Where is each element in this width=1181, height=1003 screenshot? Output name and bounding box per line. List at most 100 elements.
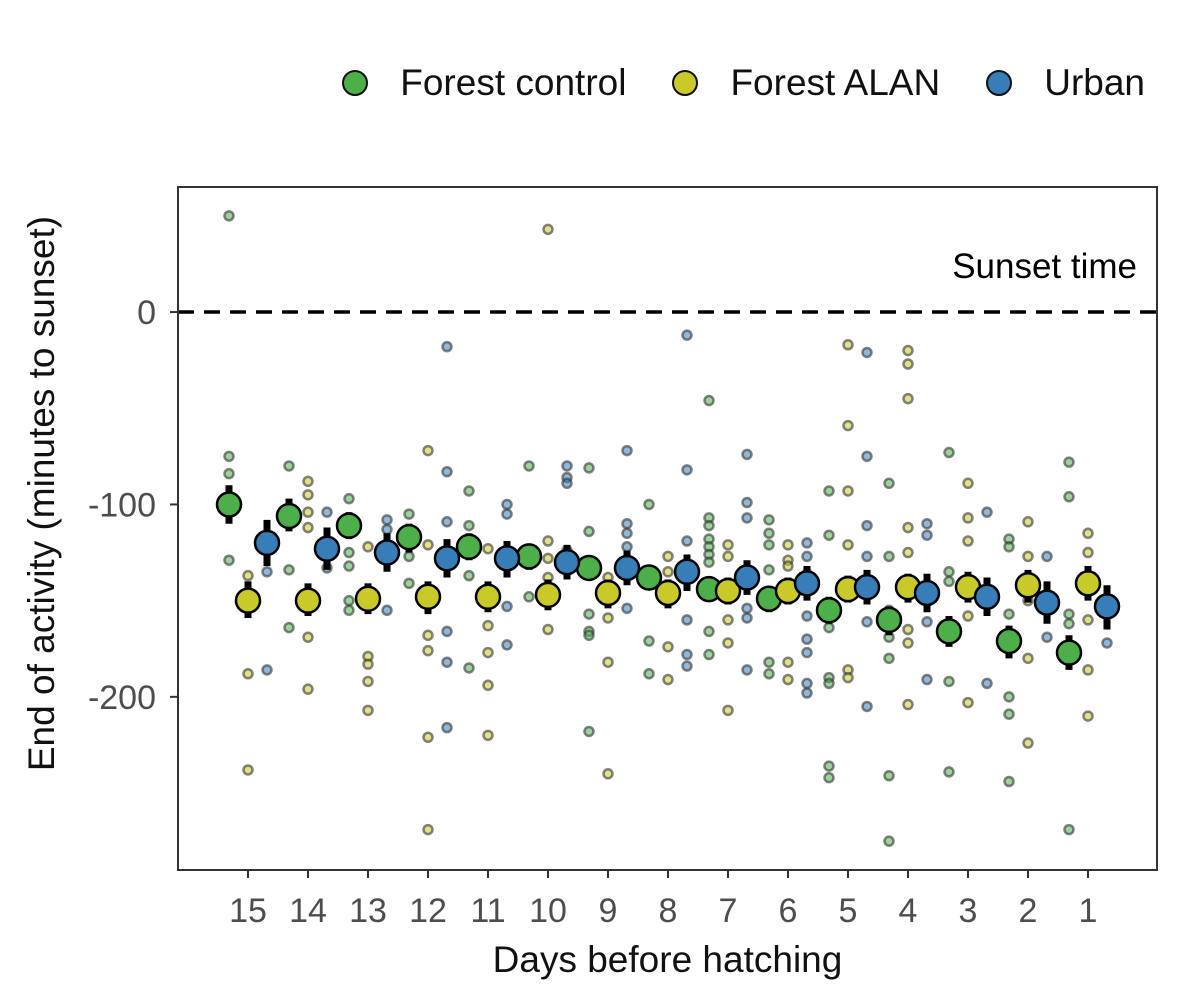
mean-point: [354, 585, 382, 612]
legend: Forest control Forest ALAN Urban: [296, 62, 1145, 104]
data-point: [463, 485, 475, 497]
data-point: [861, 550, 873, 563]
data-point: [362, 541, 374, 553]
data-point: [501, 498, 513, 511]
data-point: [441, 656, 453, 668]
data-point: [801, 550, 813, 563]
y-tick-label: -200: [88, 679, 156, 717]
data-point: [381, 604, 393, 617]
mean-point: [335, 512, 363, 539]
mean-point: [534, 581, 562, 609]
data-point: [283, 460, 295, 472]
data-point: [302, 521, 314, 534]
data-point: [422, 823, 434, 836]
mean-point: [1093, 593, 1121, 620]
data-point: [482, 646, 494, 659]
data-point: [823, 529, 835, 541]
y-tick-label: 0: [137, 294, 156, 332]
data-point: [583, 462, 595, 474]
y-axis: 0 -100 -200: [88, 294, 178, 717]
data-point: [1003, 708, 1015, 720]
mean-point: [313, 535, 341, 562]
data-point: [782, 656, 794, 668]
data-point: [463, 519, 475, 532]
data-point: [362, 675, 374, 688]
data-point: [902, 358, 914, 370]
data-point: [523, 591, 535, 603]
data-point: [1041, 550, 1053, 563]
data-point: [722, 550, 734, 563]
data-point: [441, 340, 453, 353]
data-point: [921, 517, 933, 530]
data-point: [223, 450, 235, 463]
x-tick-label: 6: [779, 892, 798, 930]
data-point: [1082, 527, 1094, 540]
data-point: [763, 539, 775, 551]
data-point: [501, 600, 513, 613]
data-point: [242, 764, 254, 776]
data-point: [722, 614, 734, 626]
data-point: [403, 508, 415, 520]
data-point: [1101, 637, 1113, 649]
data-point: [741, 496, 753, 509]
data-point: [902, 546, 914, 559]
data-point: [283, 621, 295, 634]
mean-point: [1055, 639, 1083, 666]
data-point: [321, 506, 333, 518]
mean-point: [995, 627, 1023, 655]
data-point: [1063, 823, 1075, 836]
data-point: [823, 485, 835, 497]
x-tick-label: 5: [839, 892, 858, 930]
data-point: [1082, 546, 1094, 559]
data-point: [741, 664, 753, 676]
data-point: [441, 721, 453, 734]
data-point: [621, 527, 633, 540]
mean-point: [714, 577, 742, 605]
data-point: [643, 635, 655, 647]
mean-point: [673, 558, 701, 586]
mean-point: [654, 579, 682, 607]
data-point: [621, 541, 633, 553]
means-layer: [215, 485, 1121, 670]
legend-key-forest-control: [342, 70, 369, 96]
data-point: [1022, 652, 1034, 665]
data-point: [962, 535, 974, 547]
mean-point: [474, 583, 502, 611]
data-point: [302, 489, 314, 501]
mean-point: [913, 579, 941, 607]
data-point: [741, 612, 753, 624]
data-point: [823, 760, 835, 772]
mean-point: [635, 564, 663, 591]
data-point: [902, 521, 914, 534]
data-point: [441, 465, 453, 478]
x-tick-label: 12: [409, 892, 447, 930]
data-point: [763, 656, 775, 668]
data-point: [1003, 608, 1015, 620]
data-point: [883, 477, 895, 490]
legend-label: Urban: [1044, 62, 1145, 103]
x-tick-label: 10: [529, 892, 567, 930]
x-tick-label: 15: [229, 892, 267, 930]
data-point: [242, 569, 254, 582]
data-point: [681, 614, 693, 626]
data-point: [902, 698, 914, 711]
data-point: [542, 223, 554, 236]
data-point: [681, 660, 693, 672]
data-point: [861, 346, 873, 359]
mean-point: [275, 502, 303, 530]
data-point: [422, 731, 434, 743]
data-point: [422, 444, 434, 457]
data-point: [602, 612, 614, 624]
data-point: [763, 668, 775, 680]
data-point: [482, 679, 494, 692]
data-point: [422, 539, 434, 551]
data-point: [861, 519, 873, 532]
data-point: [763, 564, 775, 576]
data-point: [1082, 710, 1094, 722]
x-tick-label: 13: [349, 892, 387, 930]
mean-point: [973, 583, 1001, 611]
data-point: [1003, 775, 1015, 788]
x-axis-title: Days before hatching: [493, 939, 843, 980]
data-point: [741, 448, 753, 461]
data-point: [782, 539, 794, 551]
